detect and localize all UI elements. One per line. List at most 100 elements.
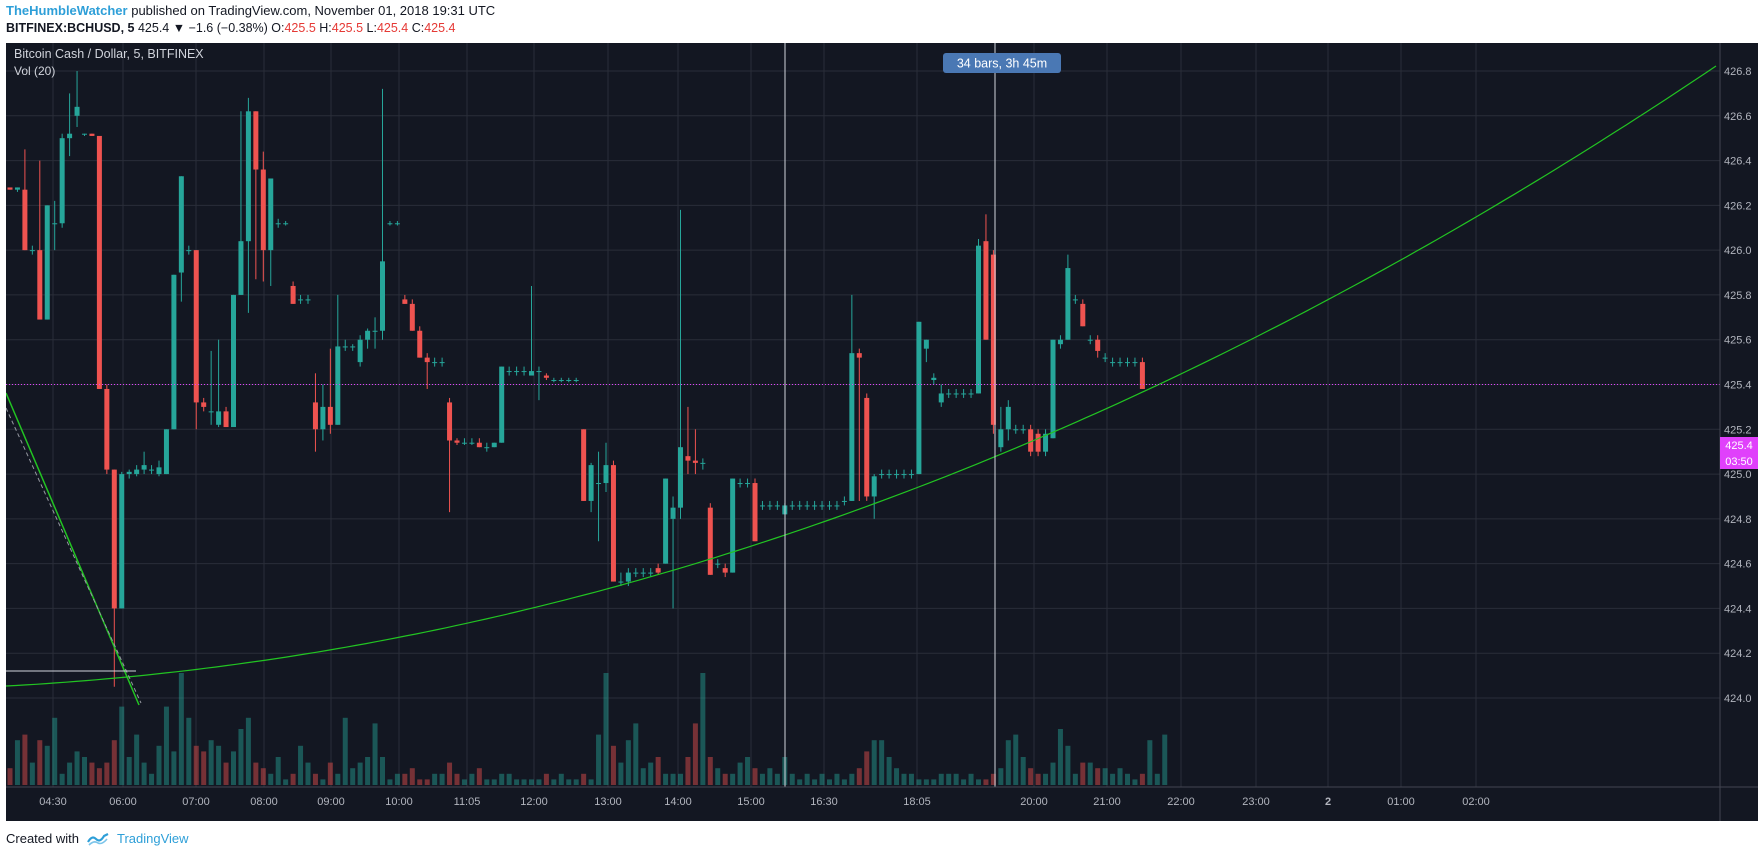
- volume-bar: [938, 773, 944, 785]
- price-tag: 425.4: [1725, 440, 1753, 452]
- candle-body: [454, 440, 460, 443]
- change-value: ▼ −1.6 (−0.38%): [172, 21, 268, 35]
- volume-bar: [469, 773, 475, 785]
- candle-body: [722, 568, 728, 573]
- volume-bar: [953, 773, 959, 785]
- chart-panel[interactable]: 424.0 424.2 424.4 424.6 424.8 425.0 425.2 425.4…: [6, 43, 1758, 821]
- candle-body: [499, 366, 505, 443]
- volume-bar: [387, 779, 393, 785]
- volume-bar: [104, 762, 110, 785]
- tradingview-link[interactable]: TradingView: [116, 831, 189, 846]
- volume-bar: [208, 740, 214, 785]
- candle-body: [849, 353, 855, 501]
- candle-body: [1005, 406, 1011, 430]
- volume-bar: [976, 779, 981, 785]
- volume-bar: [834, 773, 840, 785]
- volume-bar: [923, 779, 929, 785]
- volume-bar: [990, 773, 996, 785]
- candle-body: [700, 462, 706, 464]
- volume-bar: [134, 734, 140, 785]
- candle-body: [976, 245, 981, 394]
- volume-bar: [439, 773, 445, 785]
- volume-bar: [901, 773, 907, 785]
- candle-body: [171, 274, 177, 430]
- candle-body: [730, 478, 736, 573]
- time-tick-label: 14:00: [664, 796, 692, 808]
- candle-body: [968, 393, 974, 395]
- volume-bar: [1154, 773, 1160, 785]
- volume-bar: [44, 745, 50, 785]
- volume-bar: [856, 768, 862, 785]
- volume-bar: [529, 779, 534, 785]
- price-tick-label: 425.4: [1724, 380, 1752, 392]
- parabolic-curve: [6, 65, 1717, 687]
- high-value: 425.5: [331, 21, 364, 35]
- volume-bar: [499, 773, 505, 785]
- candle-body: [342, 346, 348, 348]
- volume-bar: [767, 768, 773, 785]
- volume-bar: [260, 768, 266, 785]
- volume-bar: [1043, 773, 1049, 785]
- volume-bar: [841, 779, 847, 785]
- volume-bar: [350, 768, 356, 785]
- candle-body: [1020, 429, 1026, 431]
- candle-body: [789, 505, 795, 507]
- time-tick-label: 20:00: [1020, 796, 1048, 808]
- volume-bar: [774, 773, 780, 785]
- candle-body: [827, 505, 832, 507]
- candle-body: [59, 138, 65, 224]
- volume-bar: [849, 773, 855, 785]
- low-value: 425.4: [376, 21, 409, 35]
- volume-bar: [245, 717, 251, 785]
- price-chart[interactable]: 424.0 424.2 424.4 424.6 424.8 425.0 425.2 425.4…: [6, 43, 1758, 821]
- candle-body: [298, 299, 304, 301]
- volume-bar: [521, 779, 527, 785]
- volume-bar: [1057, 729, 1063, 785]
- candle-body: [238, 241, 244, 295]
- candle-body: [1072, 299, 1078, 301]
- candle-body: [759, 505, 765, 507]
- volume-bar: [141, 762, 147, 785]
- author-link[interactable]: TheHumbleWatcher: [6, 3, 128, 18]
- time-tick-label: 21:00: [1093, 796, 1121, 808]
- volume-bar: [655, 757, 661, 785]
- candle-body: [923, 339, 929, 349]
- time-tick-label: 2: [1325, 796, 1331, 808]
- candle-body: [983, 241, 989, 340]
- volume-bar: [357, 762, 363, 785]
- candle-body: [201, 402, 207, 407]
- volume-bar: [908, 773, 914, 785]
- volume-bar: [715, 768, 721, 785]
- volume-bar: [402, 773, 408, 785]
- volume-bar: [96, 768, 102, 785]
- symbol-label: BITFINEX:BCHUSD, 5: [6, 21, 135, 35]
- price-axis[interactable]: 424.0 424.2 424.4 424.6 424.8 425.0 425.2 425.4…: [1724, 66, 1752, 705]
- volume-bar: [424, 779, 430, 785]
- candle-body: [22, 189, 28, 251]
- volume-bar: [1080, 762, 1086, 785]
- volume-bar: [193, 745, 199, 785]
- volume-bar: [283, 779, 289, 785]
- volume-bar: [998, 768, 1004, 785]
- candle-body: [752, 483, 758, 542]
- price-tick-label: 424.8: [1724, 514, 1752, 526]
- price-tick-label: 424.4: [1724, 603, 1752, 615]
- candle-body: [1028, 429, 1034, 452]
- candle-body: [208, 411, 214, 413]
- candle-body: [350, 346, 356, 348]
- candle-body: [529, 371, 534, 376]
- candle-body: [283, 223, 289, 225]
- time-axis[interactable]: 04:30 06:00 07:00 08:00 09:00 10:00 11:05 12:00…: [39, 796, 1490, 808]
- candle-body: [290, 285, 296, 304]
- candle-body: [819, 505, 825, 507]
- volume-bar: [29, 762, 35, 785]
- candlesticks: [7, 71, 1145, 687]
- volume-bar: [737, 762, 743, 785]
- price-tick-label: 426.8: [1724, 66, 1752, 78]
- candle-body: [678, 447, 683, 508]
- price-tick-label: 425.2: [1724, 424, 1752, 436]
- volume-bar: [432, 773, 438, 785]
- volume-bar: [7, 768, 13, 785]
- candle-body: [834, 505, 840, 507]
- volume-bar: [700, 673, 706, 785]
